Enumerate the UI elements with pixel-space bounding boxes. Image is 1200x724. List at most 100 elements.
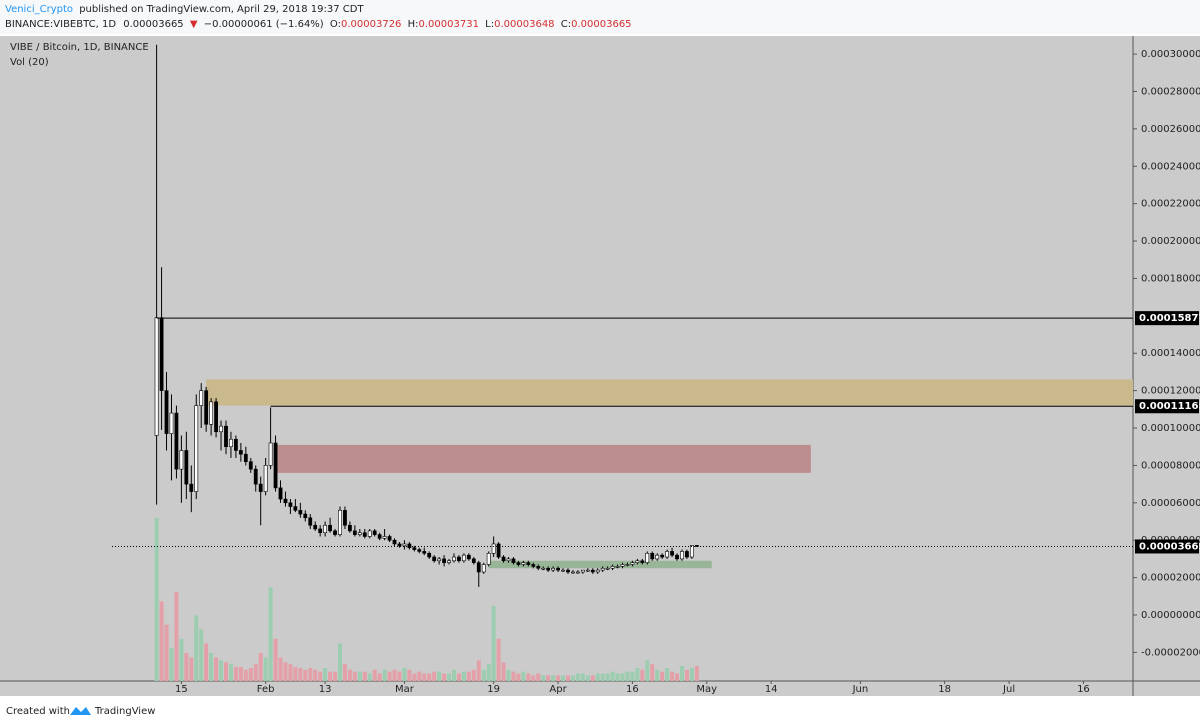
y-tick-label: 0.00000000: [1141, 610, 1200, 621]
zone: [488, 560, 712, 569]
candle-body: [357, 532, 362, 535]
candle-body: [660, 554, 665, 558]
volume-bar: [233, 666, 238, 681]
candle-body: [338, 509, 342, 535]
author[interactable]: Venici_Crypto: [5, 4, 73, 15]
candle-body: [323, 524, 328, 534]
candle-body: [402, 543, 407, 547]
candle-body: [412, 547, 417, 550]
candle-body: [313, 524, 318, 530]
volume-bar: [372, 669, 377, 681]
volume-bar: [551, 675, 556, 681]
volume-bar: [630, 671, 635, 681]
candle-body: [377, 534, 382, 539]
volume-bar: [561, 675, 566, 681]
volume-bar: [600, 673, 605, 681]
published: published on TradingView.com, April 29, …: [79, 4, 364, 15]
volume-bar: [189, 657, 194, 681]
candle-body: [154, 317, 159, 436]
candle-body: [531, 564, 536, 567]
close-value: 0.00003665: [571, 19, 631, 30]
volume-bar: [610, 671, 615, 681]
candle-body: [595, 569, 600, 573]
volume-bar: [159, 601, 164, 681]
last-price: 0.00003665: [123, 19, 183, 30]
candle-body: [566, 569, 570, 573]
x-tick-label: 18: [938, 684, 951, 695]
volume-bar: [169, 648, 174, 681]
candle-body: [571, 571, 575, 574]
candle-body: [630, 562, 635, 565]
volume-bar: [228, 664, 233, 681]
volume-bar: [323, 667, 328, 681]
volume-bar: [526, 673, 531, 681]
candle-body: [229, 438, 233, 448]
volume-bar: [496, 638, 501, 681]
low-label: L:: [485, 19, 494, 30]
volume-bar: [313, 669, 318, 681]
x-tick-label: 16: [1077, 684, 1090, 695]
x-tick-label: 14: [765, 684, 778, 695]
zone: [275, 444, 811, 473]
candle-body: [501, 556, 506, 562]
volume-bar: [392, 669, 397, 681]
y-tick-label: 0.00026000: [1141, 124, 1200, 135]
level-label: 0.00011165: [1139, 401, 1200, 412]
candle-body: [328, 524, 332, 532]
candle-body: [427, 552, 432, 558]
volume-bar: [422, 673, 427, 681]
volume-bar: [660, 671, 665, 681]
x-tick-label: Jun: [852, 684, 869, 695]
candle-body: [670, 551, 674, 556]
symbol: BINANCE:VIBEBTC, 1D: [5, 19, 116, 30]
volume-bar: [437, 671, 442, 681]
candle-body: [546, 567, 551, 571]
volume-bar: [273, 638, 278, 681]
candle-body: [318, 528, 323, 534]
x-tick-label: Apr: [549, 684, 567, 695]
volume-bar: [238, 666, 243, 681]
candle-body: [219, 425, 223, 433]
volume-bar: [645, 660, 650, 681]
candle-body: [620, 564, 625, 567]
candle-body: [333, 530, 337, 535]
volume-bar: [342, 664, 347, 681]
footer-brand[interactable]: TradingView: [94, 706, 155, 717]
volume-bar: [471, 669, 476, 681]
level-label: 0.00003665: [1139, 541, 1200, 552]
candle-body: [561, 569, 565, 572]
y-tick-label: 0.00014000: [1141, 348, 1200, 359]
volume-bar: [670, 671, 675, 681]
y-tick-label: 0.00024000: [1141, 161, 1200, 172]
volume-bar: [298, 667, 303, 681]
volume-bar: [263, 657, 268, 681]
volume-bar: [402, 667, 407, 681]
candle-body: [536, 566, 541, 569]
candle-body: [248, 461, 253, 470]
volume-bar: [575, 673, 580, 681]
volume-bar: [179, 638, 184, 681]
volume-bar: [308, 667, 313, 681]
volume-bar: [565, 675, 570, 681]
volume-bar: [337, 643, 342, 681]
candle-body: [204, 390, 209, 425]
volume-bar: [333, 671, 338, 681]
volume-bar: [590, 675, 595, 681]
candle-body: [486, 552, 491, 565]
candle-body: [278, 487, 283, 500]
header-line-1: Venici_Crypto published on TradingView.c…: [5, 4, 364, 15]
high-label: H:: [408, 19, 419, 30]
volume-bar: [476, 660, 481, 681]
volume-bar: [318, 671, 323, 681]
candle-body: [348, 524, 352, 532]
y-tick-label: 0.00008000: [1141, 460, 1200, 471]
volume-bar: [679, 666, 684, 681]
y-tick-label: 0.00002000: [1141, 573, 1200, 584]
candle-body: [516, 562, 521, 565]
volume-bar: [486, 664, 491, 681]
candle-body: [694, 545, 699, 547]
candle-body: [199, 390, 204, 406]
candle-body: [352, 530, 357, 535]
candle-body: [362, 532, 367, 537]
candle-body: [521, 562, 526, 565]
